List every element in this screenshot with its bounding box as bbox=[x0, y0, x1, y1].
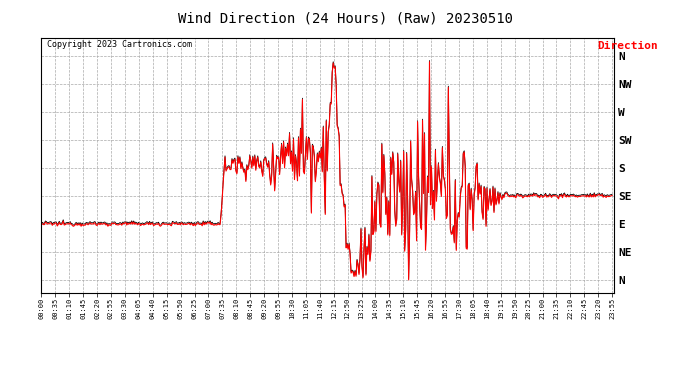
Text: Wind Direction (24 Hours) (Raw) 20230510: Wind Direction (24 Hours) (Raw) 20230510 bbox=[177, 11, 513, 25]
Text: Direction: Direction bbox=[598, 41, 658, 51]
Text: Copyright 2023 Cartronics.com: Copyright 2023 Cartronics.com bbox=[47, 40, 192, 49]
